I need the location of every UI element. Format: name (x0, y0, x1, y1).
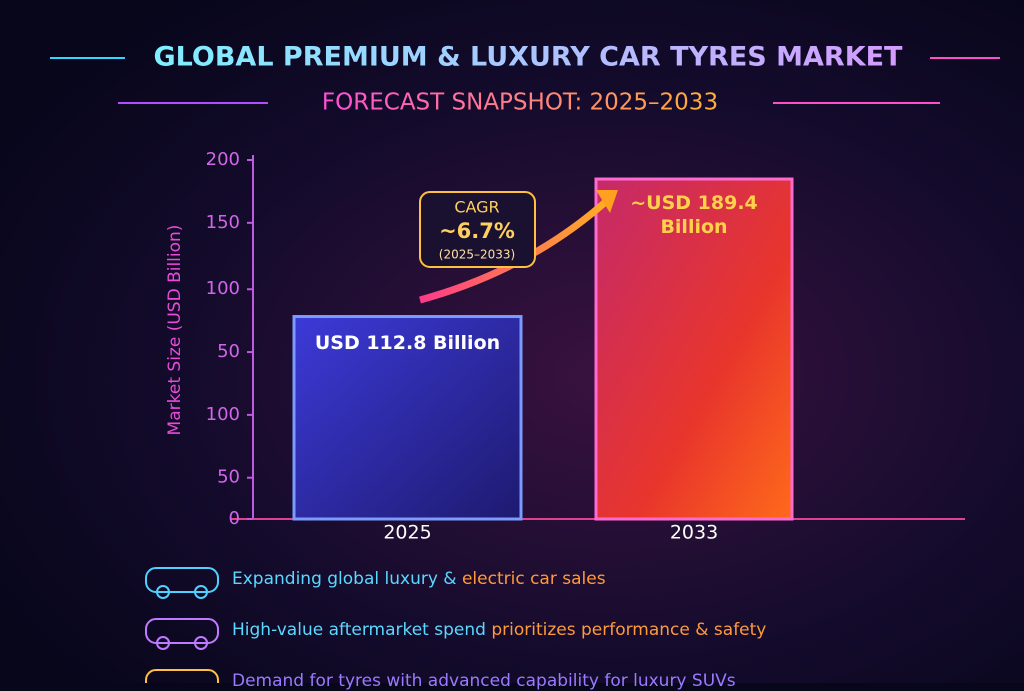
chart-title: GLOBAL PREMIUM & LUXURY CAR TYRES MARKET (154, 42, 904, 73)
bar (594, 177, 794, 521)
highlight: High-value aftermarket spend prioritizes… (232, 620, 766, 640)
bullet-icon (145, 618, 219, 644)
value-label: USD 112.8 Billion (314, 331, 501, 354)
y-tick-label: 50 (217, 341, 240, 362)
highlight: Demand for tyres with advanced capabilit… (232, 671, 736, 691)
y-tick-label: 150 (206, 212, 240, 233)
y-axis-label: Market Size (USD Billion) (165, 225, 185, 436)
bar (292, 315, 523, 521)
cagr-period: (2025–2033) (439, 248, 515, 262)
y-tick-label: 0 (229, 508, 240, 529)
y-tick-label: 100 (206, 404, 240, 425)
cagr-box (419, 191, 536, 268)
bullet-icon (156, 636, 170, 650)
x-tick-label: 2033 (670, 522, 718, 544)
chart-subtitle: FORECAST SNAPSHOT: 2025–2033 (322, 90, 718, 116)
y-tick-label: 50 (217, 467, 240, 488)
y-tick-label: 200 (206, 149, 240, 170)
bullet-icon (145, 669, 219, 683)
highlight-text: electric car sales (461, 569, 606, 589)
y-tick-label: 100 (206, 278, 240, 299)
bullet-icon (145, 567, 219, 593)
highlight-text: Demand for tyres with advanced capabilit… (232, 671, 736, 691)
arrow-head (596, 190, 618, 213)
highlight-text: prioritizes performance & safety (491, 620, 767, 640)
bullet-icon (194, 585, 208, 599)
highlight: Expanding global luxury & electric car s… (232, 569, 606, 589)
bullet-icon (194, 636, 208, 650)
cagr-value: ~6.7% (439, 219, 515, 243)
bullet-icon (156, 585, 170, 599)
highlight-text: High-value aftermarket spend (232, 620, 486, 640)
value-label: ~USD 189.4 Billion (630, 192, 758, 239)
highlight-text: Expanding global luxury & (232, 569, 457, 589)
cagr-title: CAGR (454, 198, 499, 217)
x-tick-label: 2025 (383, 522, 431, 544)
